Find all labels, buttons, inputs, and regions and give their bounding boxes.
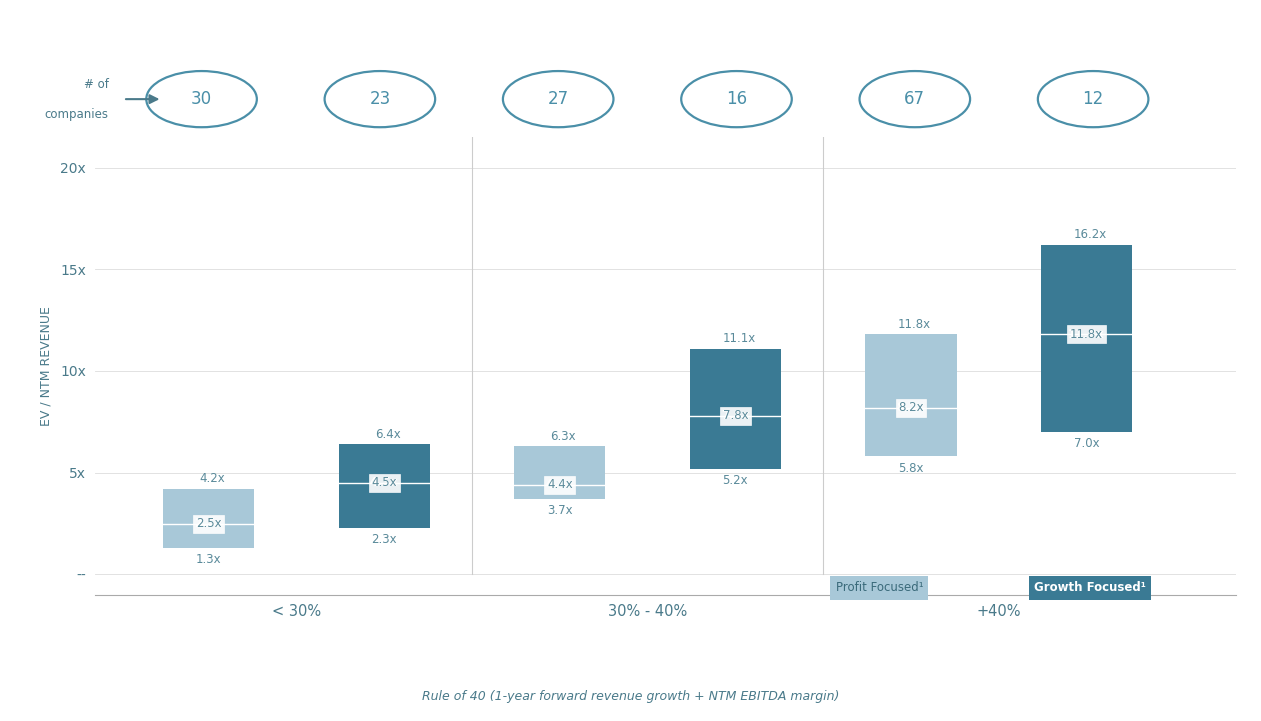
Text: 5.2x: 5.2x [723, 474, 748, 487]
Bar [163, 489, 255, 548]
Text: 23: 23 [369, 90, 391, 108]
Text: 11.1x: 11.1x [723, 332, 755, 345]
Text: 2.3x: 2.3x [372, 533, 397, 546]
Bar [865, 335, 957, 456]
Y-axis label: EV / NTM REVENUE: EV / NTM REVENUE [39, 306, 52, 426]
Text: Growth Focused¹: Growth Focused¹ [1034, 581, 1146, 594]
Text: 12: 12 [1082, 90, 1103, 108]
Text: 2.5x: 2.5x [195, 517, 222, 530]
Text: 8.2x: 8.2x [898, 401, 924, 414]
Text: 11.8x: 11.8x [898, 318, 931, 331]
Text: 30% - 40%: 30% - 40% [608, 603, 687, 619]
Text: 67: 67 [904, 90, 926, 108]
Text: 16: 16 [726, 90, 747, 108]
Text: 7.8x: 7.8x [723, 410, 748, 423]
Text: Rule of 40 (1-year forward revenue growth + NTM EBITDA margin): Rule of 40 (1-year forward revenue growt… [422, 690, 839, 703]
Text: 4.2x: 4.2x [199, 472, 224, 485]
Text: 11.8x: 11.8x [1068, 328, 1105, 341]
Bar [514, 446, 605, 499]
Text: 11.8x: 11.8x [1071, 328, 1103, 341]
Text: 7.8x: 7.8x [721, 410, 750, 423]
Text: 4.5x: 4.5x [369, 477, 398, 490]
Text: 27: 27 [547, 90, 569, 108]
Bar [690, 349, 781, 469]
Text: 4.4x: 4.4x [547, 479, 572, 492]
Bar [1040, 245, 1132, 432]
Text: companies: companies [45, 107, 108, 120]
Text: +40%: +40% [976, 603, 1021, 619]
Text: Profit Focused¹: Profit Focused¹ [836, 581, 923, 594]
Text: 7.0x: 7.0x [1073, 437, 1100, 450]
Text: 30: 30 [190, 90, 212, 108]
Text: 8.2x: 8.2x [897, 401, 926, 414]
Text: 6.4x: 6.4x [375, 428, 401, 441]
Text: 5.8x: 5.8x [898, 461, 924, 474]
Bar [339, 444, 430, 528]
Text: 16.2x: 16.2x [1073, 228, 1107, 241]
Text: 3.7x: 3.7x [547, 504, 572, 517]
Text: 1.3x: 1.3x [195, 553, 222, 566]
Text: 6.3x: 6.3x [551, 430, 576, 443]
Text: 4.5x: 4.5x [372, 477, 397, 490]
Text: VALUATION SPREAD OF GROWTH VS PROFIT: VALUATION SPREAD OF GROWTH VS PROFIT [15, 22, 426, 40]
Text: < 30%: < 30% [272, 603, 322, 619]
Text: 4.4x: 4.4x [546, 479, 574, 492]
Text: 2.5x: 2.5x [194, 517, 223, 530]
Text: # of: # of [84, 78, 108, 91]
